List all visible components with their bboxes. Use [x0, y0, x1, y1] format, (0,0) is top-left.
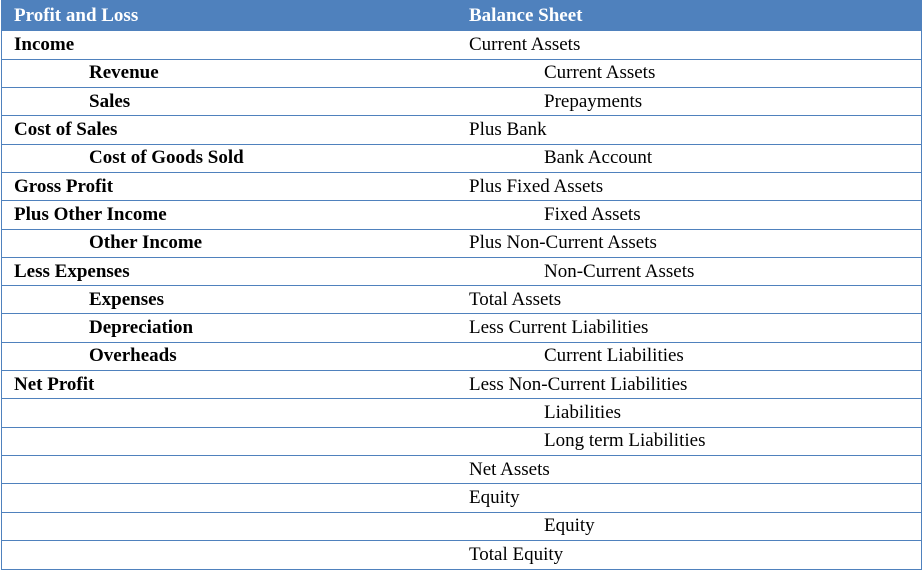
profit-and-loss-cell: [2, 511, 457, 541]
profit-and-loss-cell: [2, 426, 457, 456]
table-row: Equity: [2, 511, 921, 541]
balance-sheet-cell: Current Assets: [469, 33, 581, 55]
profit-and-loss-cell: Net Profit: [2, 370, 457, 399]
table-header-row: Profit and Loss Balance Sheet: [2, 1, 921, 31]
profit-and-loss-cell: Income: [14, 33, 75, 55]
profit-and-loss-cell: Other Income: [2, 228, 457, 258]
balance-sheet-cell: Less Non-Current Liabilities: [457, 370, 921, 399]
profit-and-loss-cell: Sales: [2, 87, 457, 116]
profit-and-loss-cell: Cost of Sales: [2, 115, 457, 145]
profit-and-loss-cell: Revenue: [2, 58, 457, 88]
table-row: Less Expenses Non-Current Assets: [2, 256, 921, 286]
balance-sheet-cell: Total Assets: [457, 285, 921, 314]
balance-sheet-cell: Equity: [457, 511, 921, 541]
table-body: Income Current Assets Revenue Current Asset…: [2, 31, 921, 569]
balance-sheet-cell: Current Liabilities: [457, 341, 921, 371]
balance-sheet-cell: Prepayments: [457, 87, 921, 116]
table-row: Other Income Plus Non-Current Assets: [2, 228, 921, 258]
table-row: Gross Profit Plus Fixed Assets: [2, 171, 921, 201]
balance-sheet-cell: Less Current Liabilities: [457, 313, 921, 343]
table-row: Net Assets: [2, 454, 921, 484]
balance-sheet-cell: Plus Fixed Assets: [457, 171, 921, 201]
table-row: Cost of Goods Sold Bank Account: [2, 143, 921, 173]
table-row: Income Current Assets: [2, 31, 921, 59]
balance-sheet-cell: Plus Non-Current Assets: [457, 228, 921, 258]
table-row: Cost of Sales Plus Bank: [2, 115, 921, 145]
balance-sheet-cell: Liabilities: [457, 398, 921, 428]
header-balance-sheet: Balance Sheet: [469, 5, 583, 26]
balance-sheet-cell: Plus Bank: [457, 115, 921, 145]
balance-sheet-cell: Bank Account: [457, 143, 921, 173]
profit-and-loss-cell: Depreciation: [2, 313, 457, 343]
profit-and-loss-cell: [2, 454, 457, 484]
balance-sheet-cell: Long term Liabilities: [457, 426, 921, 456]
table-row: Overheads Current Liabilities: [2, 341, 921, 371]
table-row: Equity: [2, 483, 921, 513]
profit-and-loss-cell: Gross Profit: [2, 171, 457, 201]
balance-sheet-cell: Current Assets: [457, 58, 921, 88]
profit-and-loss-cell: Overheads: [2, 341, 457, 371]
balance-sheet-cell: Total Equity: [457, 539, 921, 569]
profit-and-loss-cell: [2, 539, 457, 569]
table-row: Liabilities: [2, 398, 921, 428]
profit-and-loss-cell: Plus Other Income: [2, 200, 457, 230]
table-row: Long term Liabilities: [2, 426, 921, 456]
balance-sheet-cell: Non-Current Assets: [457, 256, 921, 286]
profit-and-loss-cell: Cost of Goods Sold: [2, 143, 457, 173]
table-row: Plus Other Income Fixed Assets: [2, 200, 921, 230]
balance-sheet-cell: Equity: [457, 483, 921, 513]
profit-and-loss-cell: [2, 398, 457, 428]
header-profit-and-loss: Profit and Loss: [14, 5, 139, 26]
profit-and-loss-cell: Less Expenses: [2, 256, 457, 286]
profit-and-loss-cell: [2, 483, 457, 513]
table-row: Sales Prepayments: [2, 87, 921, 116]
balance-sheet-cell: Fixed Assets: [457, 200, 921, 230]
table-row: Total Equity: [2, 539, 921, 569]
table-row: Expenses Total Assets: [2, 285, 921, 314]
table-row: Depreciation Less Current Liabilities: [2, 313, 921, 343]
balance-sheet-cell: Net Assets: [457, 454, 921, 484]
profit-and-loss-cell: Expenses: [2, 285, 457, 314]
table-row: Net Profit Less Non-Current Liabilities: [2, 370, 921, 399]
table-row: Revenue Current Assets: [2, 58, 921, 88]
